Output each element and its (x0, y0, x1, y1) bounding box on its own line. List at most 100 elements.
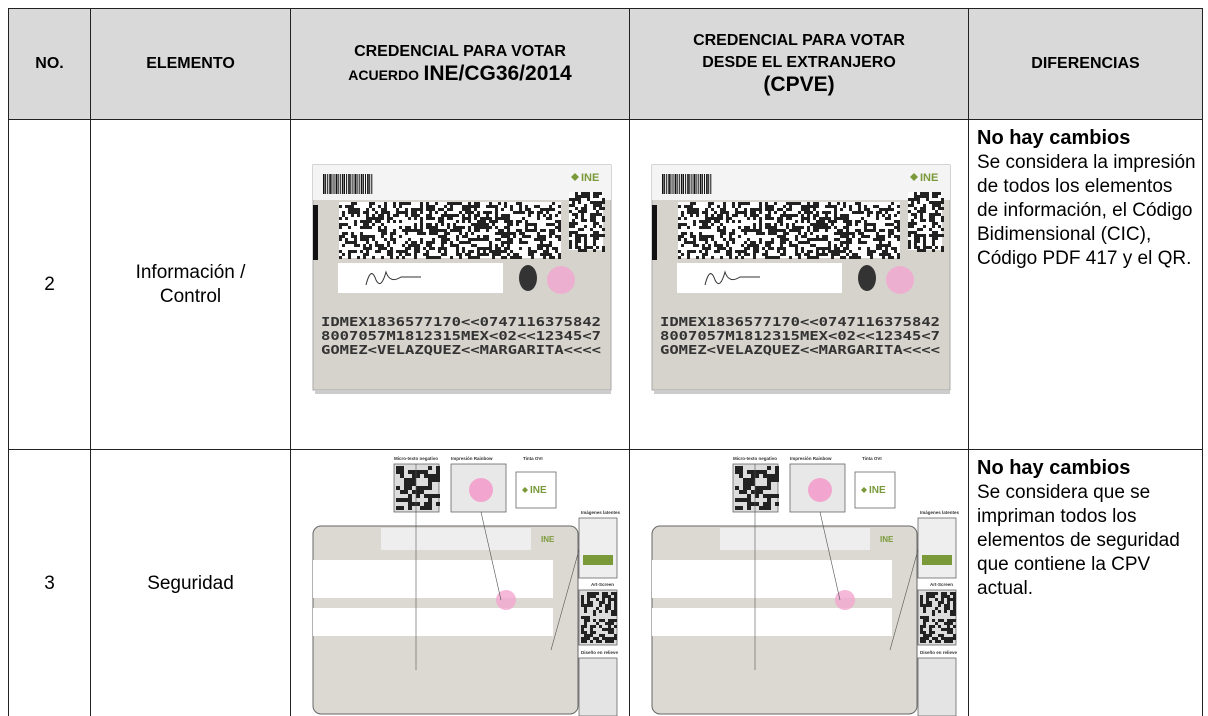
header-diferencias: DIFERENCIAS (1031, 55, 1140, 72)
pattern-cell (747, 486, 751, 490)
pattern-cell (816, 229, 819, 232)
logo-mark (571, 173, 579, 181)
barcode-line (699, 174, 702, 194)
pattern-cell (888, 244, 891, 247)
pattern-cell (846, 244, 849, 247)
pattern-cell (708, 202, 711, 205)
pattern-cell (807, 217, 810, 220)
pattern-cell (768, 247, 771, 250)
pattern-cell (935, 222, 938, 225)
pattern-cell (908, 246, 911, 249)
pattern-cell (435, 226, 438, 229)
pattern-cell (614, 610, 617, 613)
pattern-cell (587, 246, 590, 249)
pattern-cell (602, 201, 605, 204)
pattern-cell (528, 253, 531, 256)
pattern-cell (608, 604, 611, 607)
pattern-cell (404, 498, 408, 502)
pattern-cell (929, 631, 932, 634)
pattern-cell (926, 616, 929, 619)
pattern-cell (584, 616, 587, 619)
pattern-cell (450, 214, 453, 217)
pattern-cell (777, 235, 780, 238)
pattern-cell (363, 256, 366, 259)
pattern-cell (864, 223, 867, 226)
pattern-cell (420, 490, 424, 494)
pattern-cell (720, 208, 723, 211)
pattern-cell (777, 220, 780, 223)
pattern-cell (428, 466, 432, 470)
pattern-cell (480, 226, 483, 229)
pattern-cell (708, 235, 711, 238)
pattern-cell (786, 238, 789, 241)
pattern-cell (555, 220, 558, 223)
pattern-cell (426, 214, 429, 217)
pattern-cell (911, 231, 914, 234)
pattern-cell (711, 214, 714, 217)
pattern-cell (480, 247, 483, 250)
pattern-cell (384, 247, 387, 250)
logo: INE (581, 172, 599, 184)
pattern-cell (593, 619, 596, 622)
pattern-cell (412, 490, 416, 494)
pattern-cell (753, 211, 756, 214)
pattern-cell (483, 226, 486, 229)
pattern-cell (360, 220, 363, 223)
pattern-cell (447, 217, 450, 220)
pattern-cell (510, 208, 513, 211)
pattern-cell (789, 202, 792, 205)
pattern-cell (914, 192, 917, 195)
pattern-cell (732, 214, 735, 217)
pattern-cell (477, 250, 480, 253)
pattern-cell (486, 223, 489, 226)
pattern-cell (525, 235, 528, 238)
pattern-cell (399, 211, 402, 214)
pattern-cell (483, 217, 486, 220)
pattern-cell (789, 244, 792, 247)
differences-title: No hay cambios (977, 457, 1131, 479)
pattern-cell (432, 232, 435, 235)
pattern-cell (348, 256, 351, 259)
pattern-cell (456, 235, 459, 238)
pattern-cell (837, 217, 840, 220)
pattern-cell (390, 250, 393, 253)
pattern-cell (504, 241, 507, 244)
pattern-cell (416, 486, 420, 490)
pattern-cell (681, 253, 684, 256)
pattern-cell (917, 249, 920, 252)
pattern-cell (486, 235, 489, 238)
element-text: Información / (135, 261, 246, 283)
pattern-cell (720, 217, 723, 220)
pattern-cell (519, 232, 522, 235)
pattern-cell (549, 256, 552, 259)
pattern-cell (735, 498, 739, 502)
pattern-cell (593, 219, 596, 222)
pattern-cell (590, 625, 593, 628)
pattern-cell (693, 223, 696, 226)
pattern-cell (777, 256, 780, 259)
pattern-cell (891, 247, 894, 250)
pattern-cell (920, 628, 923, 631)
pattern-cell (519, 202, 522, 205)
pattern-cell (953, 634, 956, 637)
pattern-cell (801, 217, 804, 220)
pattern-cell (462, 250, 465, 253)
pattern-cell (531, 229, 534, 232)
pattern-cell (462, 220, 465, 223)
pattern-cell (404, 486, 408, 490)
pattern-cell (450, 217, 453, 220)
pattern-cell (885, 253, 888, 256)
pattern-cell (711, 217, 714, 220)
pattern-cell (602, 634, 605, 637)
pattern-cell (897, 205, 900, 208)
pattern-cell (941, 628, 944, 631)
table-row: 3 Seguridad Micro-texto negativo Impresión … (8, 449, 1203, 716)
pattern-cell (911, 219, 914, 222)
pattern-cell (894, 235, 897, 238)
pattern-cell (498, 217, 501, 220)
pattern-cell (436, 502, 440, 506)
pattern-cell (831, 253, 834, 256)
pattern-cell (681, 211, 684, 214)
pattern-cell (747, 217, 750, 220)
pattern-cell (513, 253, 516, 256)
